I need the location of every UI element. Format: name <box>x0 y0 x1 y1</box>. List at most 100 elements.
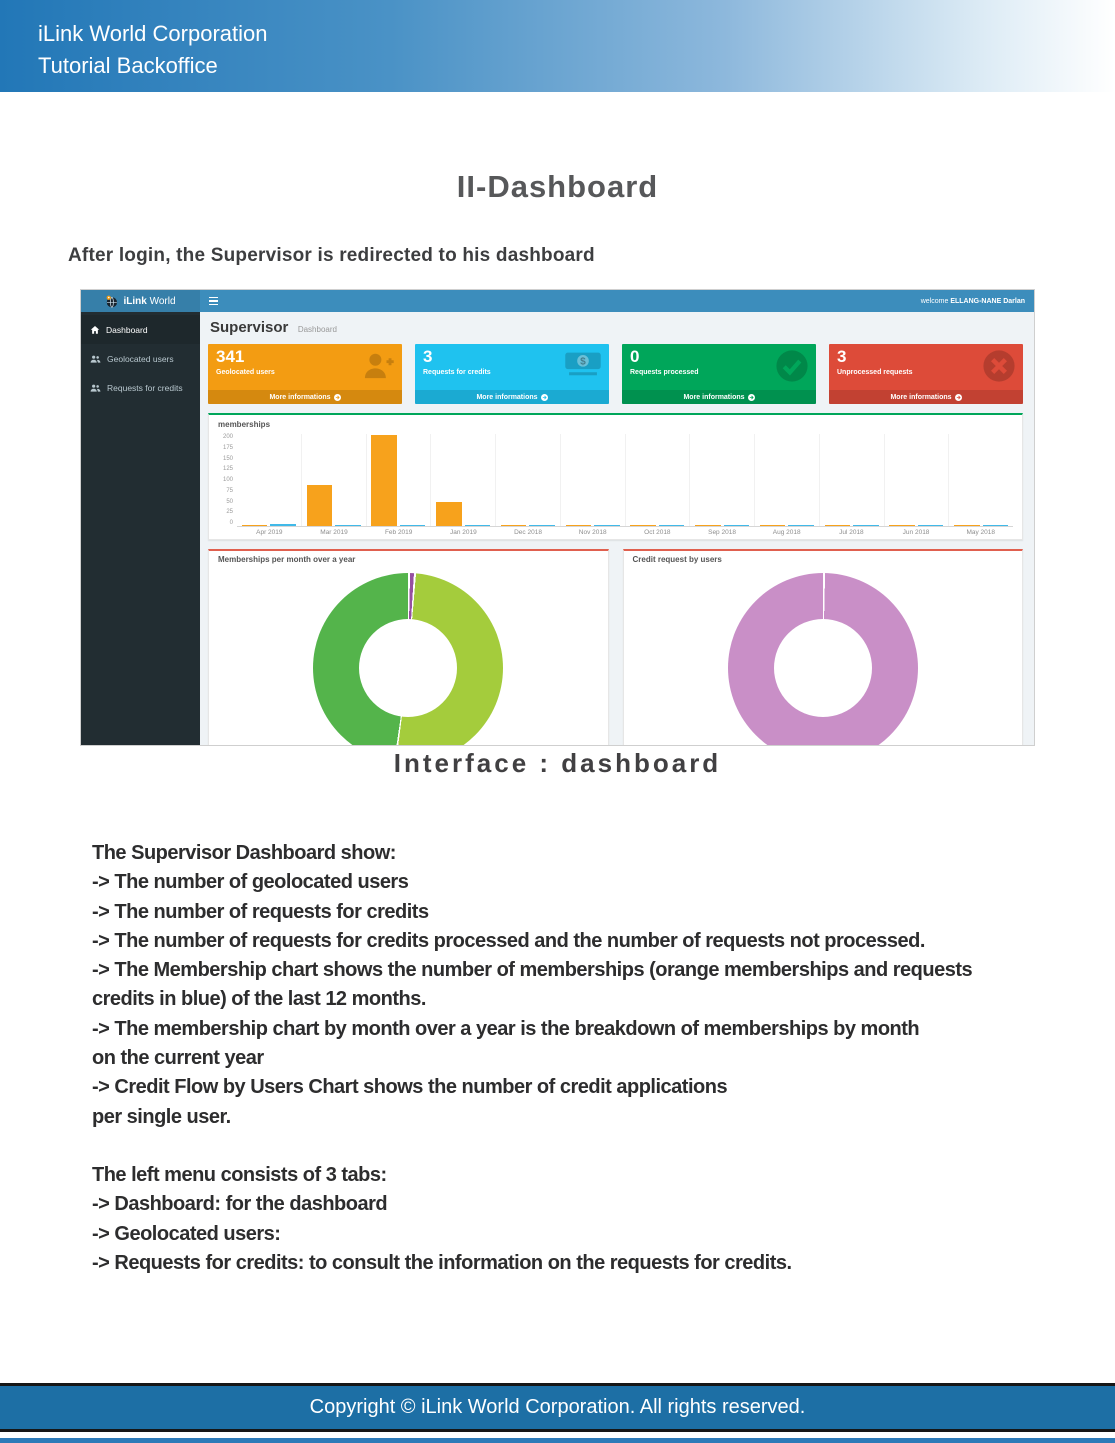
memberships-bar-chart: 200 175 150 125 100 75 50 25 0 <box>218 434 1013 527</box>
more-informations-link[interactable]: More informations <box>415 390 609 404</box>
arrow-circle-icon <box>333 393 341 401</box>
body-line: -> The membership chart by month over a … <box>92 1017 920 1040</box>
body-line: -> The number of requests for credits pr… <box>92 929 925 952</box>
bar-requests-credits <box>658 525 685 526</box>
more-informations-link[interactable]: More informations <box>829 390 1023 404</box>
donut-charts-row: Memberships per month over a year Credit… <box>208 549 1023 745</box>
y-tick-label: 0 <box>229 520 233 526</box>
body-line: -> The number of geolocated users <box>92 871 409 894</box>
stat-card-geolocated-users: 341 Geolocated users More informations <box>208 344 402 404</box>
stat-card-body: 3 Unprocessed requests <box>829 344 1023 390</box>
body-line: -> Requests for credits: to consult the … <box>92 1251 792 1274</box>
welcome-user[interactable]: welcome ELLANG-NANE Darlan <box>920 297 1025 305</box>
document-subtitle: Tutorial Backoffice <box>38 53 218 78</box>
bar-group <box>365 434 431 526</box>
bar-group <box>495 434 560 526</box>
y-tick-label: 150 <box>222 455 233 462</box>
stat-card-requests-for-credits: 3 Requests for credits $ More informatio… <box>415 344 609 404</box>
stat-value: 0 <box>630 347 640 366</box>
stat-cards-row: 341 Geolocated users More informations <box>208 344 1023 404</box>
body-line: -> The number of requests for credits <box>92 900 429 923</box>
y-tick-label: 75 <box>226 487 233 494</box>
bar-requests-credits <box>982 525 1009 526</box>
memberships-per-month-box: Memberships per month over a year <box>208 549 609 745</box>
more-informations-link[interactable]: More informations <box>208 390 402 404</box>
brand-text: iLink World <box>123 295 176 307</box>
memberships-donut-chart <box>313 573 504 745</box>
dashboard-screenshot: iLink World welcome ELLANG-NANE Darlan D… <box>80 289 1035 746</box>
arrow-circle-icon <box>747 393 755 401</box>
body-line: The Supervisor Dashboard show: <box>92 842 396 864</box>
chart-title: Memberships per month over a year <box>218 555 356 564</box>
more-informations-label: More informations <box>476 393 538 401</box>
brand-logo[interactable]: iLink World <box>81 290 200 312</box>
document-footer: Copyright © iLink World Corporation. All… <box>0 1383 1115 1432</box>
more-informations-link[interactable]: More informations <box>622 390 816 404</box>
x-axis: Apr 2019 Mar 2019 Feb 2019 Jan 2019 Dec 2018… <box>237 529 1013 536</box>
user-plus-icon <box>364 353 394 379</box>
bar-group <box>430 434 495 526</box>
x-tick-label: Dec 2018 <box>514 529 542 536</box>
x-tick-label: Jul 2018 <box>839 529 864 536</box>
x-tick-label: Feb 2019 <box>384 529 413 536</box>
body-line: -> Dashboard: for the dashboard <box>92 1193 388 1216</box>
stat-card-unprocessed-requests: 3 Unprocessed requests More informations <box>829 344 1023 404</box>
x-tick-label: Oct 2018 <box>644 529 671 536</box>
x-tick-label: Apr 2019 <box>256 529 283 536</box>
stat-label: Unprocessed requests <box>837 369 913 376</box>
stat-label: Requests for credits <box>423 369 491 376</box>
company-name: iLink World Corporation <box>38 21 268 46</box>
bar-group <box>237 434 301 526</box>
bar-requests-credits <box>723 525 750 526</box>
stat-label: Requests processed <box>630 369 699 376</box>
document-header-banner: iLink World Corporation Tutorial Backoff… <box>0 0 1115 92</box>
y-tick-label: 200 <box>222 434 233 440</box>
stat-card-body: 3 Requests for credits $ <box>415 344 609 390</box>
bar-group <box>948 434 1013 526</box>
sidebar-item-label: Requests for credits <box>107 382 183 393</box>
x-tick-label: May 2018 <box>966 529 995 536</box>
content-subtitle: Dashboard <box>297 325 337 334</box>
bar-memberships <box>500 525 527 526</box>
intro-text: After login, the Supervisor is redirecte… <box>68 245 595 266</box>
users-icon <box>90 355 101 363</box>
top-navbar: iLink World welcome ELLANG-NANE Darlan <box>81 290 1034 312</box>
bar-requests-credits <box>464 525 491 526</box>
x-tick-label: Aug 2018 <box>772 529 801 536</box>
bar-group <box>689 434 754 526</box>
sidebar-item-requests-for-credits[interactable]: Requests for credits <box>81 373 200 402</box>
credit-request-donut-chart <box>727 573 918 745</box>
bar-requests-credits <box>270 524 296 526</box>
more-informations-label: More informations <box>683 393 745 401</box>
bar-memberships <box>889 525 915 526</box>
x-tick-label: Jun 2018 <box>902 529 930 536</box>
bottom-strip <box>0 1438 1115 1443</box>
y-axis: 200 175 150 125 100 75 50 25 0 <box>218 434 237 526</box>
bar-requests-credits <box>335 525 361 526</box>
y-tick-label: 25 <box>226 509 233 516</box>
body-text: The Supervisor Dashboard show: -> The nu… <box>92 839 1052 1278</box>
bar-memberships <box>241 525 268 526</box>
bar-group <box>818 434 884 526</box>
stat-label: Geolocated users <box>216 369 275 376</box>
x-tick-label: Jan 2019 <box>449 529 477 536</box>
x-circle-icon <box>983 350 1015 382</box>
dashboard-icon <box>90 325 100 334</box>
svg-text:$: $ <box>580 357 586 368</box>
bar-group <box>300 434 366 526</box>
sidebar-item-geolocated-users[interactable]: Geolocated users <box>81 344 200 373</box>
globe-icon <box>107 295 118 308</box>
menu-toggle-icon[interactable] <box>209 296 218 306</box>
bar-memberships <box>695 525 721 526</box>
y-tick-label: 125 <box>222 466 233 473</box>
y-tick-label: 50 <box>226 498 233 505</box>
body-line: -> Credit Flow by Users Chart shows the … <box>92 1076 728 1099</box>
dashboard-content: Supervisor Dashboard 341 Geolocated user… <box>200 312 1034 745</box>
money-icon: $ <box>565 352 601 376</box>
arrow-circle-icon <box>540 393 548 401</box>
sidebar-item-dashboard[interactable]: Dashboard <box>81 315 200 344</box>
body-line: -> The Membership chart shows the number… <box>92 959 973 982</box>
chart-title: memberships <box>218 420 271 429</box>
bar-group <box>883 434 949 526</box>
